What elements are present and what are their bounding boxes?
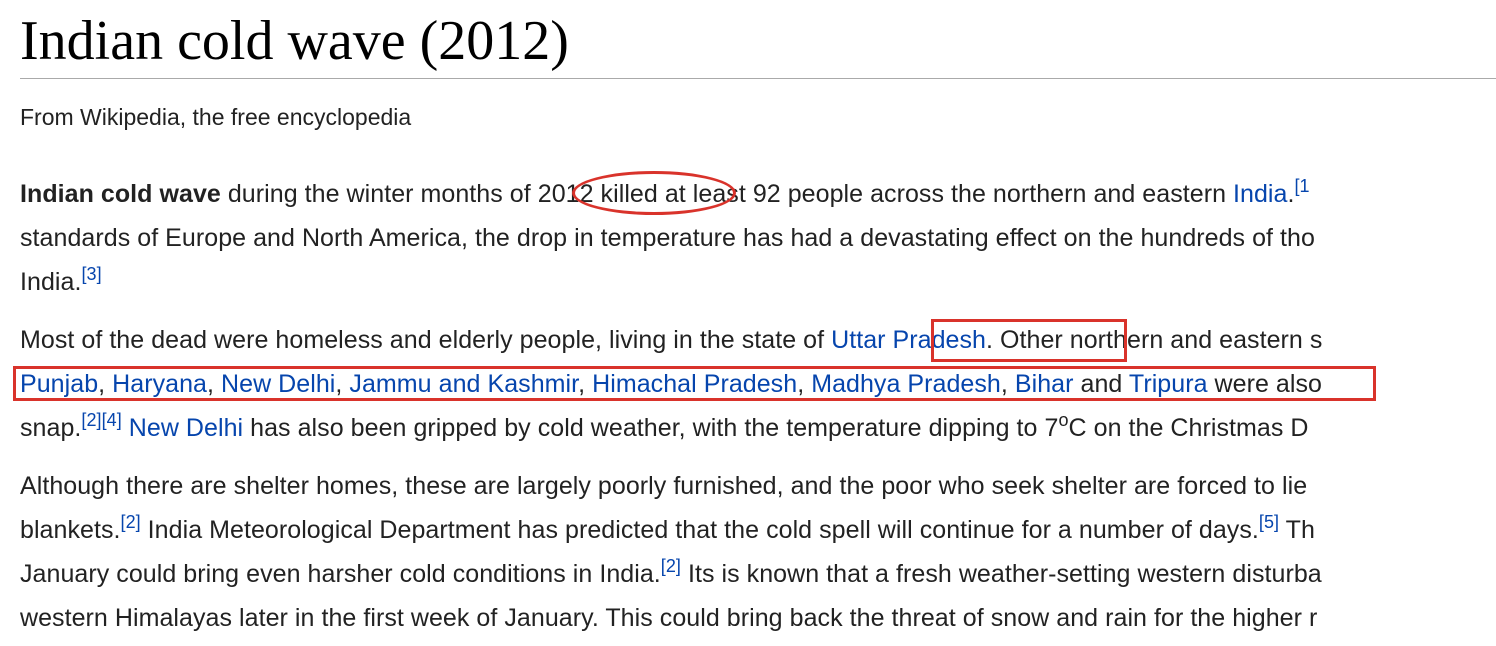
link-punjab[interactable]: Punjab [20,370,99,398]
separator: , [1000,370,1015,398]
link-jammu-and-kashmir[interactable]: Jammu and Kashmir [349,370,579,398]
link-haryana[interactable]: Haryana [112,370,208,398]
body-text: snap. [20,414,82,442]
text-line: Although there are shelter homes, these … [20,472,1308,500]
body-text: blankets. [20,516,121,544]
body-text: were also [1207,370,1322,398]
text-line: Most of the dead were homeless and elder… [20,318,1496,362]
body-text: India. [20,268,82,296]
site-tagline: From Wikipedia, the free encyclopedia [20,104,412,130]
link-uttar-pradesh[interactable]: Uttar Pradesh [831,326,987,354]
paragraph-spacing [20,450,1496,464]
body-text: C on the Christmas D [1068,414,1309,442]
paragraph-2: Most of the dead were homeless and elder… [20,318,1496,450]
red-box-annotation-states [13,366,1376,401]
body-text: January could bring even harsher cold co… [20,560,661,588]
separator: , [335,370,350,398]
text-line: blankets.[2] India Meteorological Depart… [20,508,1496,552]
link-india[interactable]: India [1233,180,1288,208]
link-madhya-pradesh[interactable]: Madhya Pradesh [811,370,1001,398]
separator: , [578,370,593,398]
link-tripura[interactable]: Tripura [1128,370,1208,398]
citation-link[interactable]: [3] [81,264,102,285]
citation-link[interactable]: [1 [1294,176,1310,197]
degree-superscript: o [1058,410,1069,431]
red-ellipse-annotation [572,171,736,215]
body-text: and [1073,370,1129,398]
body-text: India Meteorological Department has pred… [140,516,1259,544]
paragraph-spacing [20,304,1496,318]
separator: , [98,370,113,398]
citation-link[interactable]: [4] [101,410,122,431]
separator: , [797,370,812,398]
text-line: January could bring even harsher cold co… [20,552,1496,596]
article-body: Indian cold wave during the winter month… [20,172,1496,640]
body-text: . Other northern and eastern s [986,326,1323,354]
link-new-delhi[interactable]: New Delhi [221,370,336,398]
link-himachal-pradesh[interactable]: Himachal Pradesh [592,370,798,398]
paragraph-3: Although there are shelter homes, these … [20,464,1496,640]
citation-link[interactable]: [2] [660,556,681,577]
body-text: Its is known that a fresh weather-settin… [680,560,1322,588]
separator: , [207,370,222,398]
citation-link[interactable]: [2] [81,410,102,431]
text-line: Punjab, Haryana, New Delhi, Jammu and Ka… [20,362,1496,406]
body-text [122,414,129,442]
text-line: standards of Europe and North America, t… [20,224,1315,252]
text-line: snap.[2][4] New Delhi has also been grip… [20,406,1496,450]
body-text: Most of the dead were homeless and elder… [20,326,832,354]
bold-term: Indian cold wave [20,180,221,208]
paragraph-1: Indian cold wave during the winter month… [20,172,1496,304]
body-text: has also been gripped by cold weather, w… [243,414,1059,442]
citation-link[interactable]: [2] [120,512,141,533]
body-text: Th [1279,516,1315,544]
body-text: . [1287,180,1295,208]
page-title: Indian cold wave (2012) [20,10,569,72]
citation-link[interactable]: [5] [1258,512,1280,533]
link-new-delhi[interactable]: New Delhi [128,414,244,442]
link-bihar[interactable]: Bihar [1014,370,1074,398]
text-line: Indian cold wave during the winter month… [20,172,1496,216]
text-line: India.[3] [20,260,1496,304]
title-divider [20,78,1496,79]
text-line: western Himalayas later in the first wee… [20,604,1318,632]
red-box-annotation-uttar-pradesh [931,319,1127,362]
